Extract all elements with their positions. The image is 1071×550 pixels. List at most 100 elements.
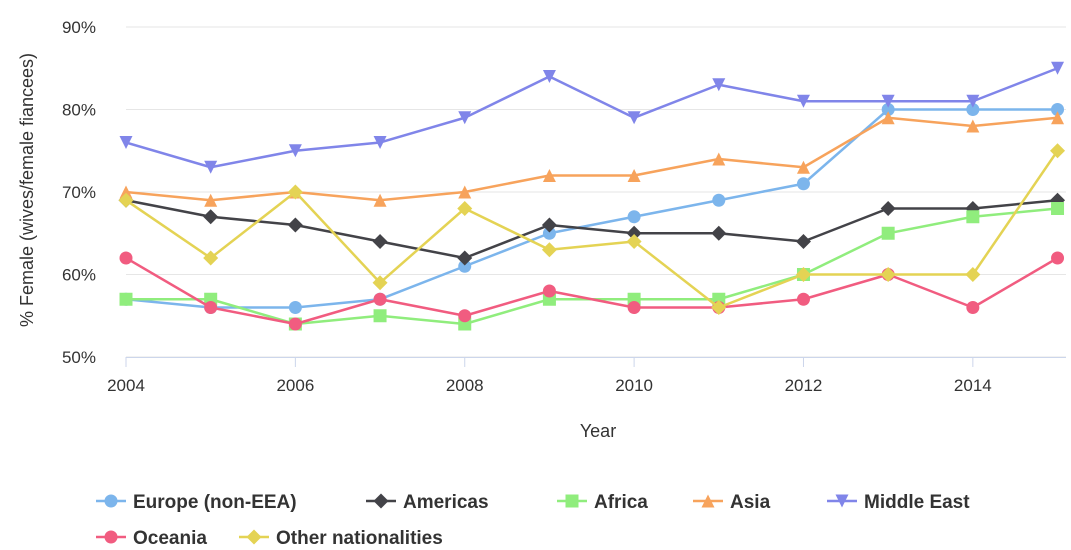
series-line[interactable] bbox=[124, 149, 1059, 309]
data-point[interactable] bbox=[966, 94, 980, 108]
series-6 bbox=[118, 143, 1066, 315]
data-point[interactable] bbox=[796, 177, 810, 191]
x-tick-label: 2008 bbox=[446, 376, 484, 395]
legend-symbol[interactable] bbox=[104, 530, 118, 544]
legend-symbol[interactable] bbox=[565, 494, 579, 508]
legend-symbol[interactable] bbox=[246, 529, 262, 545]
data-point[interactable] bbox=[542, 226, 556, 240]
data-point[interactable] bbox=[204, 301, 218, 314]
data-point[interactable] bbox=[966, 301, 980, 314]
data-point[interactable] bbox=[711, 225, 727, 241]
x-axis-title: Year bbox=[580, 421, 616, 441]
legend-item[interactable]: Europe (non-EEA) bbox=[96, 492, 297, 513]
data-point[interactable] bbox=[119, 292, 133, 306]
x-tick-label: 2014 bbox=[954, 376, 992, 395]
legend-symbol[interactable] bbox=[104, 494, 118, 508]
data-point[interactable] bbox=[796, 94, 810, 108]
series-line[interactable] bbox=[124, 256, 1059, 326]
legend-item[interactable]: Other nationalities bbox=[239, 528, 443, 549]
data-point[interactable] bbox=[1051, 103, 1065, 116]
data-point[interactable] bbox=[288, 301, 302, 314]
data-point[interactable] bbox=[796, 292, 810, 306]
series-line[interactable] bbox=[124, 67, 1059, 169]
data-point[interactable] bbox=[204, 160, 218, 174]
data-point[interactable] bbox=[119, 251, 133, 265]
data-point[interactable] bbox=[881, 111, 895, 125]
data-point[interactable] bbox=[288, 317, 302, 331]
data-point[interactable] bbox=[881, 226, 895, 240]
data-point[interactable] bbox=[1051, 111, 1065, 125]
data-point[interactable] bbox=[457, 201, 473, 216]
data-point[interactable] bbox=[1050, 143, 1066, 159]
data-point[interactable] bbox=[627, 169, 641, 182]
data-point[interactable] bbox=[542, 284, 556, 298]
legend-item[interactable]: Middle East bbox=[827, 492, 970, 513]
data-point[interactable] bbox=[966, 210, 980, 224]
data-point[interactable] bbox=[966, 119, 980, 133]
data-point[interactable] bbox=[541, 242, 557, 258]
data-point[interactable] bbox=[542, 70, 556, 83]
legend-item[interactable]: Africa bbox=[557, 492, 648, 513]
data-point[interactable] bbox=[287, 184, 303, 200]
series-line[interactable] bbox=[124, 199, 1059, 260]
legend-item[interactable]: Americas bbox=[366, 492, 489, 513]
data-point[interactable] bbox=[458, 309, 472, 323]
data-point[interactable] bbox=[881, 103, 895, 116]
data-point[interactable] bbox=[626, 234, 642, 249]
y-tick-label: 60% bbox=[62, 266, 96, 285]
data-point[interactable] bbox=[458, 259, 472, 273]
data-point[interactable] bbox=[542, 169, 556, 182]
legend-symbol[interactable] bbox=[701, 494, 715, 508]
data-point[interactable] bbox=[1051, 251, 1065, 265]
data-point[interactable] bbox=[627, 210, 641, 224]
data-point[interactable] bbox=[711, 300, 727, 315]
data-point[interactable] bbox=[712, 78, 726, 92]
data-point[interactable] bbox=[372, 234, 388, 249]
data-point[interactable] bbox=[457, 250, 473, 266]
data-point[interactable] bbox=[458, 185, 472, 199]
legend-label: Oceania bbox=[133, 528, 207, 549]
data-point[interactable] bbox=[373, 136, 387, 149]
legend-label: Middle East bbox=[864, 492, 970, 513]
data-point[interactable] bbox=[880, 201, 896, 216]
data-point[interactable] bbox=[627, 301, 641, 314]
data-point[interactable] bbox=[880, 267, 896, 282]
data-point[interactable] bbox=[119, 185, 133, 199]
data-point[interactable] bbox=[712, 152, 726, 166]
data-point[interactable] bbox=[1051, 61, 1065, 75]
data-point[interactable] bbox=[203, 209, 219, 225]
legend-item[interactable]: Oceania bbox=[96, 528, 207, 549]
data-point[interactable] bbox=[541, 217, 557, 233]
data-point[interactable] bbox=[458, 111, 472, 125]
data-point[interactable] bbox=[1051, 202, 1065, 215]
data-point[interactable] bbox=[203, 250, 219, 266]
data-point[interactable] bbox=[288, 144, 302, 158]
data-point[interactable] bbox=[795, 234, 811, 249]
data-point[interactable] bbox=[712, 193, 726, 207]
data-point[interactable] bbox=[796, 160, 810, 174]
data-point[interactable] bbox=[627, 111, 641, 125]
y-tick-label: 50% bbox=[62, 348, 96, 367]
data-point[interactable] bbox=[373, 309, 387, 323]
legend-symbol[interactable] bbox=[835, 494, 849, 508]
data-point[interactable] bbox=[119, 136, 133, 149]
data-point[interactable] bbox=[881, 94, 895, 108]
data-point[interactable] bbox=[965, 267, 981, 282]
y-tick-label: 70% bbox=[62, 183, 96, 202]
legend-label: Europe (non-EEA) bbox=[133, 492, 297, 513]
data-point[interactable] bbox=[287, 217, 303, 233]
data-point[interactable] bbox=[118, 192, 134, 208]
legend-item[interactable]: Asia bbox=[693, 492, 771, 513]
series-line[interactable] bbox=[124, 108, 1059, 309]
data-point[interactable] bbox=[966, 103, 980, 116]
data-point[interactable] bbox=[795, 267, 811, 282]
data-point[interactable] bbox=[373, 193, 387, 207]
series-line[interactable] bbox=[124, 116, 1059, 202]
data-point[interactable] bbox=[372, 275, 388, 291]
data-point[interactable] bbox=[373, 292, 387, 306]
legend-symbol[interactable] bbox=[373, 493, 389, 509]
data-point[interactable] bbox=[626, 225, 642, 241]
y-tick-label: 80% bbox=[62, 101, 96, 120]
legend-label: Americas bbox=[403, 492, 489, 513]
data-point[interactable] bbox=[204, 193, 218, 207]
